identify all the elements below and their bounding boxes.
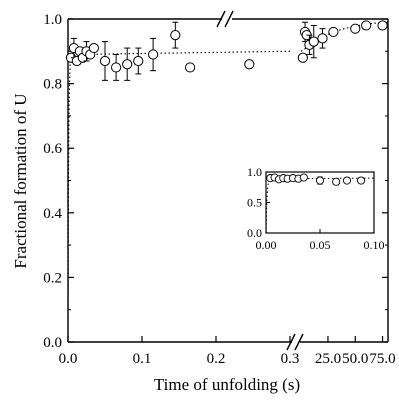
- data-point: [88, 42, 100, 54]
- axis-break-marks: [216, 10, 304, 351]
- inset-data-point: [299, 173, 308, 182]
- x-tick-label: 75.0: [369, 351, 395, 367]
- data-point: [328, 26, 339, 38]
- data-point: [185, 62, 196, 73]
- y-tick-label: 1.0: [43, 12, 62, 28]
- inset-x-tick-label: 0.00: [256, 238, 277, 252]
- x-tick-label: 50.0: [342, 351, 368, 367]
- y-tick-label: 0.0: [43, 335, 62, 351]
- inset-x-tick-label: 0.10: [364, 238, 385, 252]
- x-axis-title: Time of unfolding (s): [154, 375, 300, 394]
- inset-y-tick-label: 1.0: [247, 165, 262, 179]
- main-data-points: [65, 20, 388, 81]
- y-axis-title: Fractional formation of U: [11, 93, 30, 268]
- data-point: [317, 33, 328, 44]
- bottom-break-mark-2: [294, 333, 304, 351]
- data-point: [308, 36, 319, 47]
- data-point: [350, 23, 361, 34]
- data-point: [133, 55, 144, 67]
- x-tick-label: 0.3: [281, 351, 300, 367]
- bottom-break-mark-1: [286, 333, 296, 351]
- y-tick-label: 0.4: [43, 206, 62, 222]
- data-point: [111, 62, 122, 73]
- data-point: [297, 52, 308, 63]
- data-point: [244, 59, 255, 70]
- inset-data-point: [315, 176, 325, 185]
- inset-data-points: [266, 173, 366, 186]
- x-tick-label: 25.0: [315, 351, 341, 367]
- y-tick-label: 0.2: [43, 270, 62, 286]
- top-break-mark-2: [224, 10, 234, 28]
- inset-data-point: [356, 176, 366, 185]
- x-tick-label: 0.2: [207, 351, 226, 367]
- inset-data-point: [332, 177, 341, 186]
- inset-data-point: [342, 176, 352, 185]
- y-tick-label: 0.8: [43, 77, 62, 93]
- data-point: [99, 55, 111, 67]
- inset-fit-curve: [265, 177, 375, 234]
- y-tick-label: 0.6: [43, 141, 62, 157]
- x-tick-label: 0.1: [133, 351, 152, 367]
- data-point: [122, 59, 133, 70]
- data-point: [148, 49, 159, 60]
- x-tick-label: 0.0: [59, 351, 78, 367]
- inset-y-tick-label: 0.0: [247, 226, 262, 240]
- main-ticks: 0.0 0.2 0.4 0.6 0.8 1.0 0.0 0.1 0.2 0.3 25.0 50.0 75…: [43, 12, 395, 367]
- inset-ticks: 0.0 0.5 1.0 0.00 0.05 0.10: [247, 165, 385, 252]
- data-point: [377, 20, 388, 31]
- top-break-mark-1: [216, 10, 226, 28]
- inset-fit-curve-path: [265, 177, 375, 234]
- data-point: [361, 20, 372, 31]
- inset-x-tick-label: 0.05: [310, 238, 331, 252]
- inset-y-tick-label: 0.5: [247, 196, 262, 210]
- data-point: [170, 30, 181, 41]
